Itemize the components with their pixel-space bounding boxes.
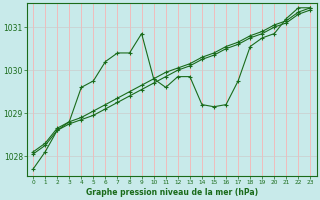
X-axis label: Graphe pression niveau de la mer (hPa): Graphe pression niveau de la mer (hPa) [86, 188, 258, 197]
